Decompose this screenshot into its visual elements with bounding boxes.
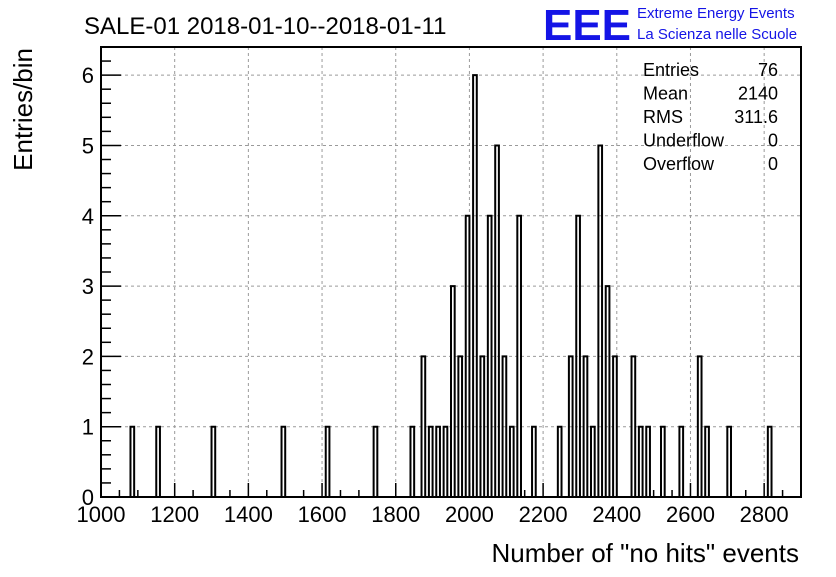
y-tick-label: 3 — [82, 274, 94, 299]
x-axis: 1000 1200 1400 1600 1800 2000 2200 2400 2600 2800 — [77, 483, 802, 527]
y-tick-label: 4 — [82, 204, 94, 229]
stat-label: RMS — [643, 107, 683, 127]
y-tick-label: 0 — [82, 485, 94, 510]
x-tick-label: 2800 — [740, 502, 789, 527]
x-tick-label: 2000 — [445, 502, 494, 527]
stat-value: 2140 — [738, 84, 778, 104]
y-axis: 0 1 2 3 4 5 6 — [82, 46, 121, 510]
eee-logo-mark: EEE — [543, 1, 631, 50]
y-tick-label: 2 — [82, 344, 94, 369]
stat-label: Entries — [643, 60, 699, 80]
stat-label: Underflow — [643, 131, 725, 151]
y-tick-label: 5 — [82, 133, 94, 158]
logo-line-2: La Scienza nelle Scuole — [637, 26, 797, 43]
logo-line-1: Extreme Energy Events — [637, 5, 795, 22]
stat-value: 76 — [758, 60, 778, 80]
x-tick-label: 2200 — [519, 502, 568, 527]
stats-box: Entries 76 Mean 2140 RMS 311.6 Underflow 0 Overf… — [643, 60, 778, 174]
x-tick-label: 2600 — [666, 502, 715, 527]
x-tick-label: 1600 — [298, 502, 347, 527]
chart-title: SALE-01 2018-01-10--2018-01-11 — [84, 13, 446, 40]
stat-value: 0 — [768, 131, 778, 151]
x-axis-label: Number of "no hits" events — [492, 538, 800, 568]
y-tick-label: 1 — [82, 415, 94, 440]
stat-label: Mean — [643, 84, 688, 104]
y-axis-label: Entries/bin — [8, 48, 38, 171]
y-tick-label: 6 — [82, 63, 94, 88]
x-tick-label: 2400 — [592, 502, 641, 527]
eee-logo: EEE Extreme Energy Events La Scienza nel… — [543, 1, 797, 50]
x-tick-label: 1200 — [150, 502, 199, 527]
stat-value: 0 — [768, 154, 778, 174]
x-tick-label: 1800 — [371, 502, 420, 527]
x-tick-label: 1400 — [224, 502, 273, 527]
stat-label: Overflow — [643, 154, 715, 174]
x-tick-label: 1000 — [77, 502, 126, 527]
stat-value: 311.6 — [734, 107, 778, 127]
